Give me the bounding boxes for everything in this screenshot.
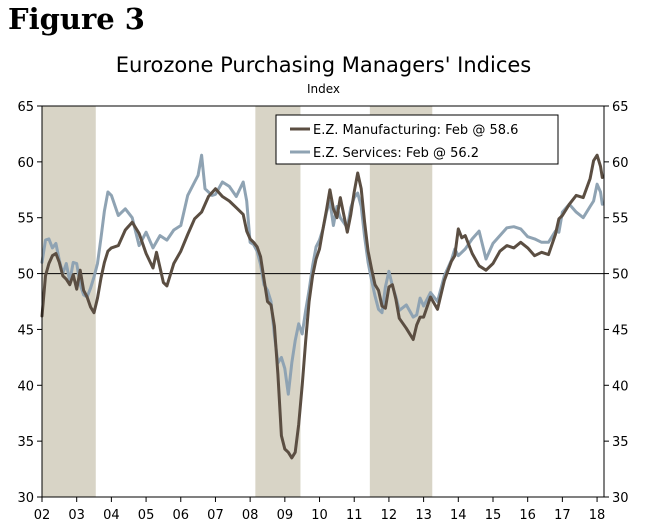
x-tick-label: 18	[589, 508, 606, 523]
x-tick-label: 14	[450, 508, 467, 523]
series-line-manufacturing	[40, 153, 604, 460]
chart-title: Eurozone Purchasing Managers' Indices	[115, 53, 532, 77]
y-tick-label-left: 65	[17, 100, 34, 115]
series-layer	[40, 153, 604, 460]
legend-label-manufacturing: E.Z. Manufacturing: Feb @ 58.6	[313, 123, 518, 138]
x-tick-label: 12	[381, 508, 398, 523]
y-tick-label-left: 55	[17, 212, 34, 227]
y-tick-label-right: 60	[612, 156, 629, 171]
x-tick-label: 11	[346, 508, 363, 523]
y-tick-label-right: 40	[612, 379, 629, 394]
x-tick-label: 15	[485, 508, 502, 523]
y-tick-label-right: 55	[612, 212, 629, 227]
y-tick-label-left: 50	[17, 268, 34, 283]
y-tick-label-left: 60	[17, 156, 34, 171]
y-tick-label-left: 40	[17, 379, 34, 394]
legend-box	[275, 114, 559, 165]
x-tick-label: 05	[138, 508, 155, 523]
x-tick-label: 10	[311, 508, 328, 523]
series-line-services	[40, 153, 604, 396]
x-tick-label: 17	[554, 508, 571, 523]
recession-band-2	[255, 106, 301, 497]
legend-label-services: E.Z. Services: Feb @ 56.2	[313, 146, 479, 161]
x-tick-label: 09	[277, 508, 294, 523]
y-tick-label-right: 65	[612, 100, 629, 115]
figure-label: Figure 3	[8, 2, 145, 36]
y-tick-label-left: 35	[17, 435, 34, 450]
x-tick-label: 13	[415, 508, 432, 523]
plot-frame	[41, 105, 605, 498]
x-tick-label: 06	[172, 508, 189, 523]
x-tick-label: 08	[242, 508, 259, 523]
recession-band-1	[42, 106, 96, 497]
x-tick-label: 03	[68, 508, 85, 523]
x-tick-label: 07	[207, 508, 224, 523]
x-tick-label: 04	[103, 508, 120, 523]
x-tick-label: 16	[519, 508, 536, 523]
chart-legend: E.Z. Manufacturing: Feb @ 58.6 E.Z. Servi…	[275, 114, 559, 165]
chart-subtitle: Index	[306, 82, 341, 96]
y-tick-label-left: 45	[17, 323, 34, 338]
y-tick-label-right: 30	[612, 491, 629, 506]
x-tick-label: 02	[34, 508, 51, 523]
y-tick-label-left: 30	[17, 491, 34, 506]
y-tick-label-right: 35	[612, 435, 629, 450]
recession-shading	[42, 106, 433, 497]
y-tick-label-right: 50	[612, 268, 629, 283]
y-tick-label-right: 45	[612, 323, 629, 338]
